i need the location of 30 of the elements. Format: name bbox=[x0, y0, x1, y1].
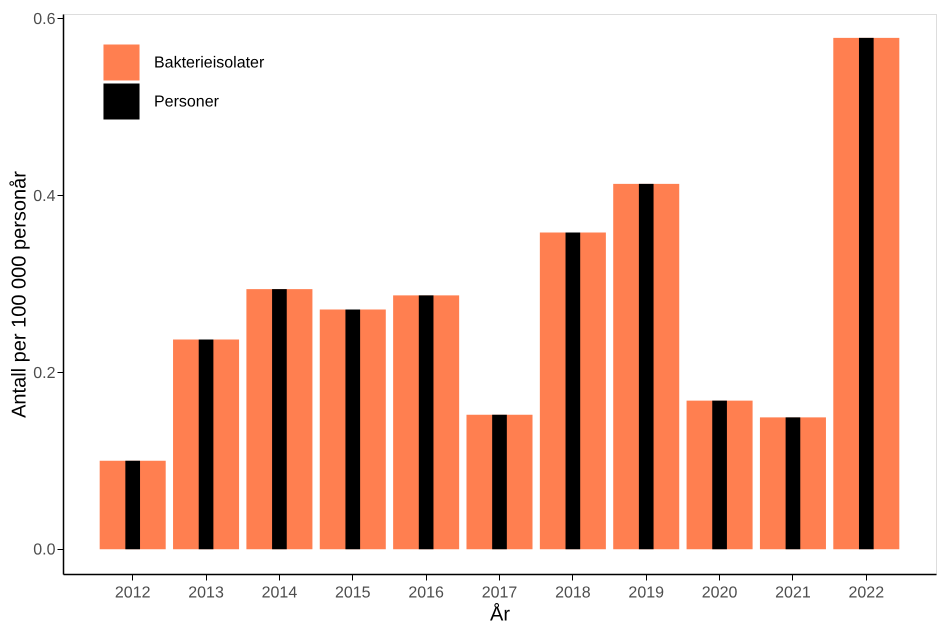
y-tick-label: 0.0 bbox=[33, 542, 56, 559]
x-tick-label: 2012 bbox=[114, 584, 151, 602]
x-tick-label: 2019 bbox=[628, 584, 664, 602]
bar bbox=[418, 295, 434, 550]
x-tick-label: 2017 bbox=[482, 584, 518, 602]
x-axis-title: År bbox=[490, 602, 510, 626]
bar bbox=[786, 417, 800, 550]
bar bbox=[345, 309, 360, 550]
x-tick-label: 2020 bbox=[702, 584, 738, 602]
bar bbox=[566, 232, 580, 550]
x-tick-label: 2013 bbox=[188, 584, 224, 602]
y-tick-label: 0.6 bbox=[33, 10, 56, 28]
bar bbox=[272, 289, 287, 550]
x-tick-label: 2021 bbox=[775, 584, 811, 602]
y-tick-label: 0.4 bbox=[33, 188, 56, 205]
x-tick-label: 2014 bbox=[262, 584, 298, 602]
bar bbox=[492, 414, 507, 550]
x-tick-label: 2022 bbox=[848, 584, 884, 602]
bar bbox=[858, 38, 874, 550]
legend-label: Personer bbox=[154, 94, 220, 110]
bar bbox=[712, 400, 727, 550]
bar bbox=[198, 340, 214, 550]
x-tick-label: 2016 bbox=[408, 584, 444, 602]
y-axis-title: Antall per 100 000 personår bbox=[8, 170, 30, 418]
x-tick-label: 2015 bbox=[334, 584, 371, 602]
x-tick-label: 2018 bbox=[555, 584, 591, 602]
legend-label: Bakterieisolater bbox=[154, 54, 265, 72]
bar bbox=[638, 184, 654, 550]
bar bbox=[125, 460, 140, 550]
y-tick-label: 0.2 bbox=[33, 364, 56, 382]
